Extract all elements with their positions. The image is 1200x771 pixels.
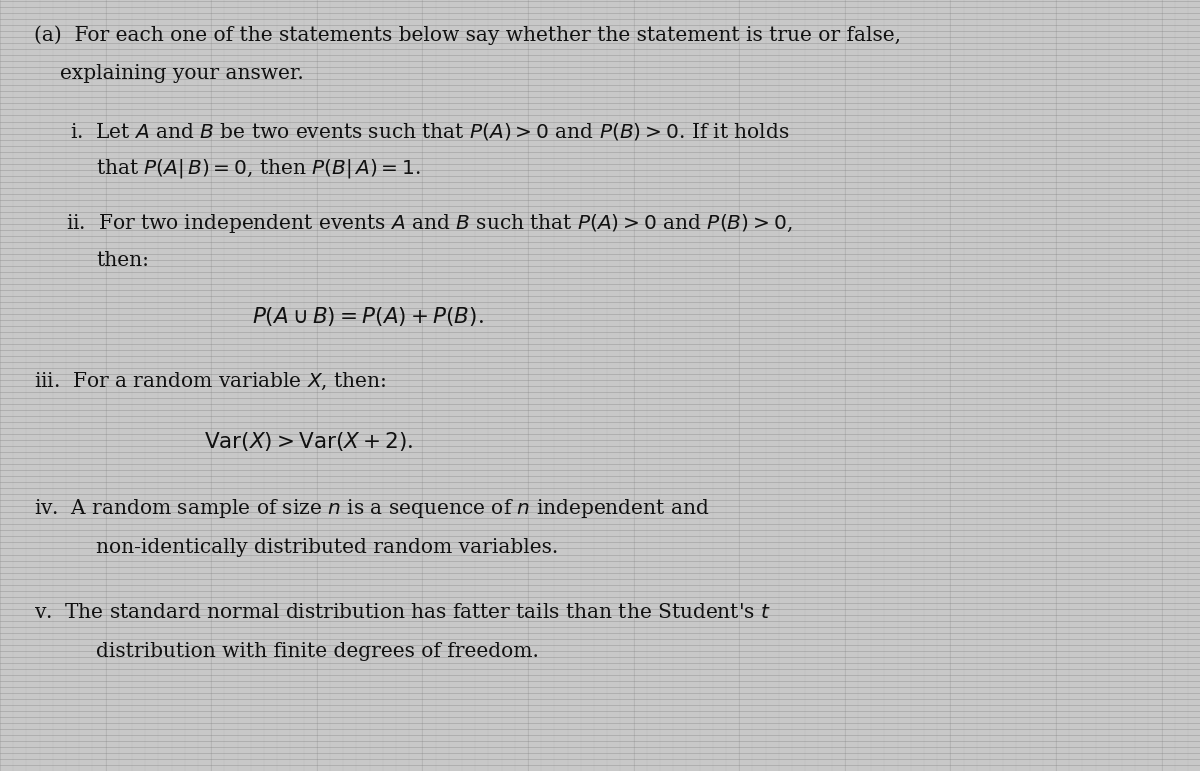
Text: that $P(A|\,B) = 0$, then $P(B|\,A) = 1$.: that $P(A|\,B) = 0$, then $P(B|\,A) = 1$… xyxy=(96,157,421,180)
Text: v.  The standard normal distribution has fatter tails than the Student's $t$: v. The standard normal distribution has … xyxy=(34,604,770,622)
Text: (a)  For each one of the statements below say whether the statement is true or f: (a) For each one of the statements below… xyxy=(34,25,900,45)
Text: then:: then: xyxy=(96,251,149,270)
Text: distribution with finite degrees of freedom.: distribution with finite degrees of free… xyxy=(96,642,539,661)
Text: $\mathrm{Var}(X) > \mathrm{Var}(X + 2)$.: $\mathrm{Var}(X) > \mathrm{Var}(X + 2)$. xyxy=(204,429,414,453)
Text: ii.  For two independent events $A$ and $B$ such that $P(A) > 0$ and $P(B) > 0$,: ii. For two independent events $A$ and $… xyxy=(66,212,792,235)
Text: iii.  For a random variable $X$, then:: iii. For a random variable $X$, then: xyxy=(34,371,386,392)
Text: iv.  A random sample of size $n$ is a sequence of $n$ independent and: iv. A random sample of size $n$ is a seq… xyxy=(34,497,709,520)
Text: $P(A \cup B) = P(A) + P(B)$.: $P(A \cup B) = P(A) + P(B)$. xyxy=(252,305,484,328)
Text: explaining your answer.: explaining your answer. xyxy=(60,64,304,82)
Text: non-identically distributed random variables.: non-identically distributed random varia… xyxy=(96,538,558,557)
Text: i.  Let $A$ and $B$ be two events such that $P(A) > 0$ and $P(B) > 0$. If it hol: i. Let $A$ and $B$ be two events such th… xyxy=(70,120,790,142)
